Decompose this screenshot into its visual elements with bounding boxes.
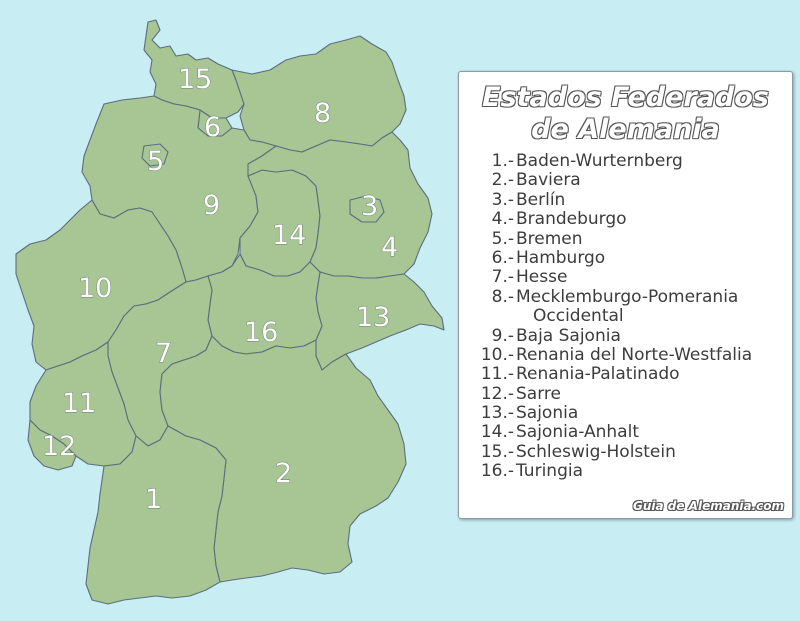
state-label-12: 12 bbox=[42, 431, 76, 462]
state-saarland[interactable] bbox=[27, 419, 77, 471]
legend-item-name: Renania del Norte-Westfalia bbox=[516, 344, 753, 365]
legend-item-name: Berlín bbox=[516, 189, 566, 210]
legend-item: 13.- Sajonia bbox=[459, 403, 794, 424]
state-bremen[interactable] bbox=[141, 143, 169, 167]
legend-item: 7.- Hesse bbox=[459, 267, 794, 288]
legend-item-number: 6.- bbox=[491, 247, 514, 268]
state-label-9: 9 bbox=[203, 190, 220, 221]
legend-item-number: 14.- bbox=[480, 422, 514, 443]
legend-item: 9.- Baja Sajonia bbox=[459, 325, 794, 346]
legend-item-name: Brandeburgo bbox=[516, 209, 627, 230]
legend-item-number: 13.- bbox=[480, 403, 514, 424]
state-label-13: 13 bbox=[356, 302, 390, 333]
legend-panel: Estados Federados de Alemania 1.- Baden-W… bbox=[458, 71, 793, 519]
state-label-1: 1 bbox=[145, 484, 162, 515]
state-label-4: 4 bbox=[381, 232, 398, 263]
legend-item-number: 11.- bbox=[480, 364, 514, 385]
legend-item: 3.- Berlín bbox=[459, 189, 794, 210]
state-label-6: 6 bbox=[204, 112, 221, 143]
legend-item-name: Mecklemburgo-Pomerania bbox=[516, 286, 739, 307]
legend-item-number: 5.- bbox=[491, 228, 514, 249]
legend-item-number: 16.- bbox=[480, 461, 514, 482]
state-label-16: 16 bbox=[244, 317, 278, 348]
state-label-2: 2 bbox=[275, 458, 292, 489]
legend-item: 6.- Hamburgo bbox=[459, 247, 794, 268]
legend-item-name: Sajonia-Anhalt bbox=[516, 422, 639, 443]
state-label-5: 5 bbox=[147, 146, 164, 177]
state-baden-wuerttemberg[interactable] bbox=[85, 425, 227, 605]
state-label-3: 3 bbox=[361, 191, 378, 222]
legend-item-name: Hamburgo bbox=[516, 247, 606, 268]
legend-item-number: 2.- bbox=[491, 170, 514, 191]
legend-item-number: 7.- bbox=[491, 267, 514, 288]
legend-item: 4.- Brandeburgo bbox=[459, 209, 794, 230]
state-label-11: 11 bbox=[62, 388, 96, 419]
state-label-14: 14 bbox=[272, 220, 306, 251]
legend-item: 5.- Bremen bbox=[459, 228, 794, 249]
legend-item: 2.- Baviera bbox=[459, 170, 794, 191]
legend-item-number: 12.- bbox=[480, 383, 514, 404]
legend-item-number: 4.- bbox=[491, 209, 514, 230]
site-credit: Guia de Alemania.com bbox=[632, 499, 784, 513]
state-label-10: 10 bbox=[78, 273, 112, 304]
legend-item: 1.- Baden-Wurternberg bbox=[459, 151, 794, 171]
legend-item-number: 8.- bbox=[491, 286, 514, 307]
legend-item: 8.- Mecklemburgo-Pomerania bbox=[459, 286, 794, 307]
legend-item-name: Turingia bbox=[516, 461, 583, 482]
legend-item-name: Sarre bbox=[516, 383, 561, 404]
legend-item-number: 3.- bbox=[491, 189, 514, 210]
legend-item-name: Baden-Wurternberg bbox=[516, 151, 683, 171]
legend-item: 16.- Turingia bbox=[459, 461, 794, 482]
legend-item-name: Hesse bbox=[516, 267, 568, 288]
legend-item-number: 10.- bbox=[480, 344, 514, 365]
legend-item-name: Renania-Palatinado bbox=[516, 364, 680, 385]
state-berlin[interactable] bbox=[349, 195, 385, 223]
legend-item-number: 9.- bbox=[491, 325, 514, 346]
legend-item: 12.- Sarre bbox=[459, 383, 794, 404]
legend-item-number: 1.- bbox=[491, 151, 514, 171]
legend-title-line2: de Alemania bbox=[531, 114, 720, 145]
legend-item-name: Baviera bbox=[516, 170, 581, 191]
state-label-7: 7 bbox=[155, 338, 172, 369]
state-mecklenburg-vorpommern[interactable] bbox=[231, 35, 407, 153]
legend-item-name: Bremen bbox=[516, 228, 583, 249]
legend-item-name: Occidental bbox=[533, 306, 624, 327]
state-label-8: 8 bbox=[314, 98, 331, 129]
legend-item-number: 15.- bbox=[480, 441, 514, 462]
legend-item: Occidental bbox=[459, 306, 794, 327]
legend-list: 1.- Baden-Wurternberg 2.- Baviera 3.- Berlí… bbox=[459, 151, 794, 482]
legend-title-line1: Estados Federados bbox=[482, 82, 769, 113]
legend-item: 15.- Schleswig-Holstein bbox=[459, 441, 794, 462]
legend-item: 14.- Sajonia-Anhalt bbox=[459, 422, 794, 443]
legend-item-name: Baja Sajonia bbox=[516, 325, 621, 346]
legend-item: 11.- Renania-Palatinado bbox=[459, 364, 794, 385]
legend-item-name: Sajonia bbox=[516, 403, 579, 424]
state-label-15: 15 bbox=[178, 64, 212, 95]
legend-item-name: Schleswig-Holstein bbox=[516, 441, 676, 462]
legend-item: 10.- Renania del Norte-Westfalia bbox=[459, 344, 794, 365]
